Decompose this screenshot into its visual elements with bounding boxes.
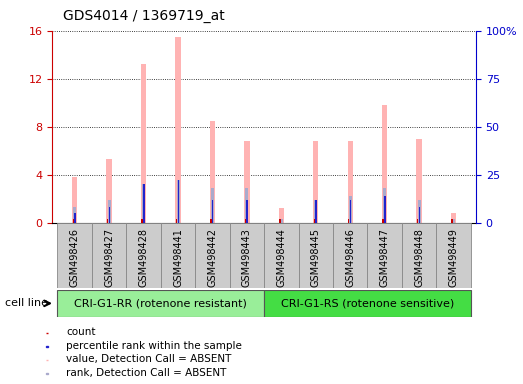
Bar [383, 188, 386, 223]
Text: value, Detection Call = ABSENT: value, Detection Call = ABSENT [66, 354, 232, 364]
Text: GSM498443: GSM498443 [242, 228, 252, 287]
Bar [58, 223, 92, 288]
Bar [244, 141, 249, 223]
Bar [452, 219, 455, 223]
Bar [280, 219, 283, 223]
Text: rank, Detection Call = ABSENT: rank, Detection Call = ABSENT [66, 368, 226, 378]
Bar [348, 218, 349, 223]
Bar [245, 218, 246, 223]
Bar [141, 218, 143, 223]
Bar [382, 105, 388, 223]
Text: GSM498441: GSM498441 [173, 228, 183, 287]
Bar [106, 159, 112, 223]
Bar [417, 200, 420, 223]
Text: GDS4014 / 1369719_at: GDS4014 / 1369719_at [63, 9, 224, 23]
Bar [73, 218, 74, 223]
Text: cell line: cell line [5, 298, 48, 308]
Text: GSM498446: GSM498446 [345, 228, 355, 287]
Bar [384, 196, 385, 223]
Bar [368, 223, 402, 288]
Bar [347, 141, 353, 223]
Bar [451, 213, 456, 223]
Bar [436, 223, 471, 288]
Bar [416, 139, 422, 223]
Bar [47, 346, 48, 347]
Bar [246, 200, 248, 223]
Bar [142, 184, 145, 223]
Bar [264, 223, 299, 288]
Bar [230, 223, 264, 288]
Text: CRI-G1-RS (rotenone sensitive): CRI-G1-RS (rotenone sensitive) [281, 298, 454, 308]
Bar [176, 218, 177, 223]
Text: GSM498427: GSM498427 [104, 228, 114, 287]
Bar [108, 200, 111, 223]
Bar [210, 121, 215, 223]
Text: count: count [66, 328, 96, 338]
Bar [245, 188, 248, 223]
Bar [299, 223, 333, 288]
Bar [92, 223, 127, 288]
Text: GSM498445: GSM498445 [311, 228, 321, 287]
Bar [47, 373, 48, 374]
Bar [143, 184, 144, 223]
Bar [382, 218, 384, 223]
Bar [58, 290, 264, 317]
Text: GSM498448: GSM498448 [414, 228, 424, 287]
Text: GSM498428: GSM498428 [139, 228, 149, 287]
Bar [210, 218, 212, 223]
Text: percentile rank within the sample: percentile rank within the sample [66, 341, 242, 351]
Text: CRI-G1-RR (rotenone resistant): CRI-G1-RR (rotenone resistant) [74, 298, 247, 308]
Bar [72, 177, 77, 223]
Bar [349, 196, 352, 223]
Bar [109, 207, 110, 223]
Bar [417, 218, 418, 223]
Bar [177, 180, 179, 223]
Bar [333, 223, 368, 288]
Bar [451, 218, 453, 223]
Text: GSM498449: GSM498449 [449, 228, 459, 287]
Bar [127, 223, 161, 288]
Bar [314, 200, 317, 223]
Bar [264, 290, 471, 317]
Bar [315, 200, 317, 223]
Bar [141, 65, 146, 223]
Bar [175, 37, 181, 223]
Bar [212, 200, 213, 223]
Bar [314, 218, 315, 223]
Bar [313, 141, 319, 223]
Text: GSM498444: GSM498444 [276, 228, 286, 287]
Text: GSM498442: GSM498442 [208, 228, 218, 287]
Bar [279, 218, 281, 223]
Text: GSM498426: GSM498426 [70, 228, 79, 287]
Bar [418, 207, 420, 223]
Bar [107, 218, 108, 223]
Bar [279, 208, 284, 223]
Bar [402, 223, 436, 288]
Bar [195, 223, 230, 288]
Text: GSM498447: GSM498447 [380, 228, 390, 287]
Bar [74, 213, 76, 223]
Bar [73, 207, 76, 223]
Bar [47, 360, 48, 361]
Bar [350, 200, 351, 223]
Bar [176, 180, 179, 223]
Bar [211, 188, 214, 223]
Bar [161, 223, 195, 288]
